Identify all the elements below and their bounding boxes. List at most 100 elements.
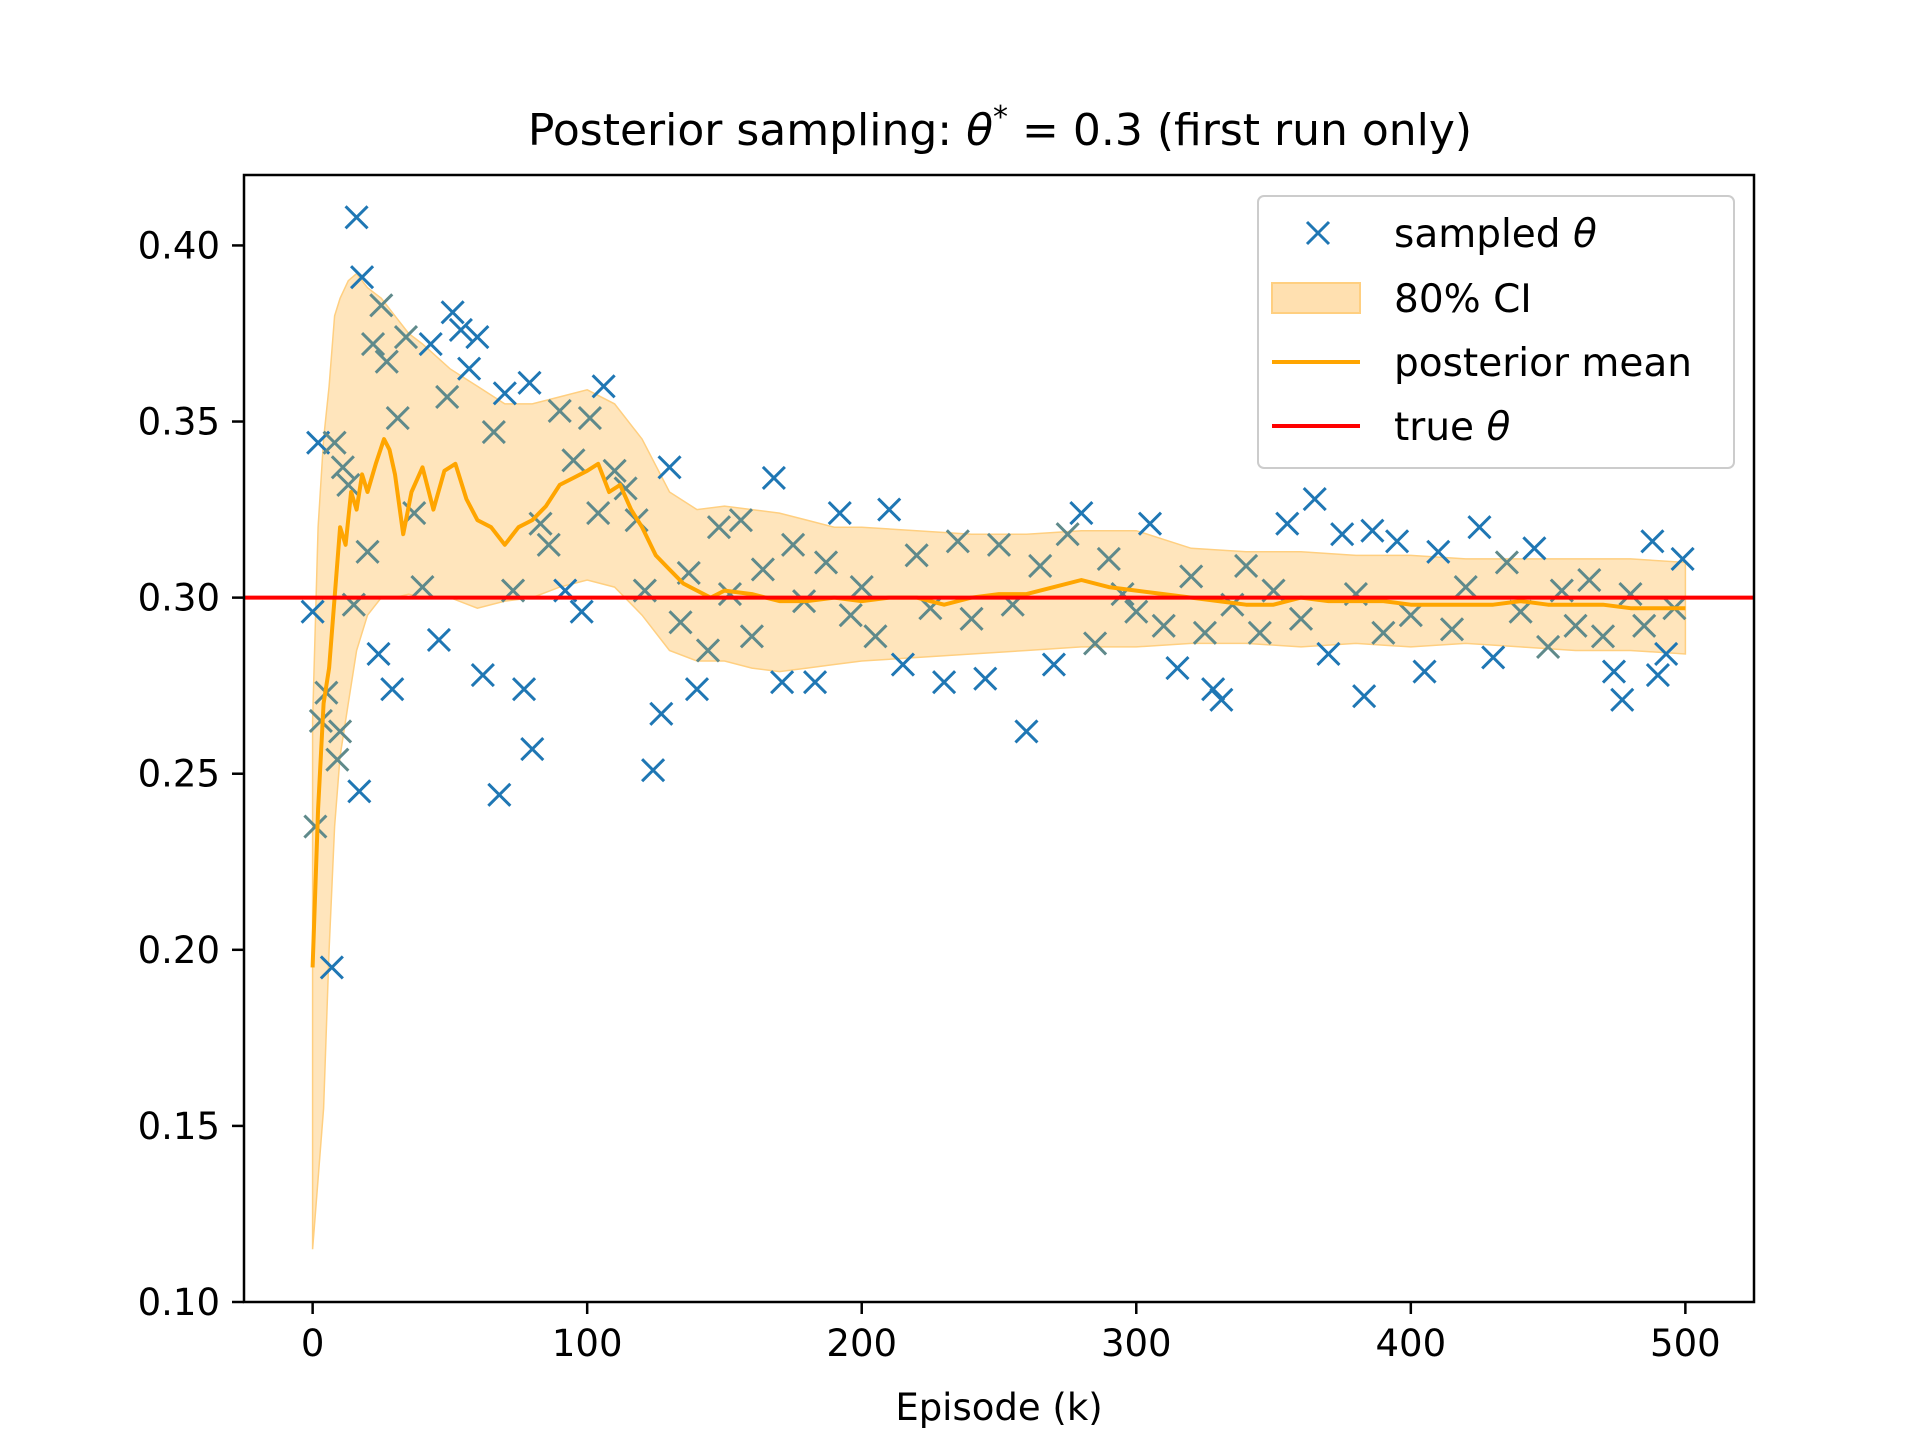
sampled-point — [613, 476, 638, 501]
sampled-point — [1577, 567, 1602, 593]
sampled-point — [1645, 663, 1670, 688]
sampled-point — [369, 293, 394, 318]
sampled-point — [300, 599, 325, 624]
sampled-point — [1453, 574, 1478, 600]
y-tick-label: 0.25 — [138, 753, 220, 796]
sampled-point — [366, 641, 391, 667]
sampled-point — [577, 405, 602, 431]
sampled-point — [1151, 613, 1176, 638]
sampled-point — [641, 758, 666, 783]
sampled-point — [877, 497, 902, 522]
y-tick-label: 0.30 — [138, 577, 220, 620]
sampled-point — [1481, 645, 1506, 670]
legend-label: 80% CI — [1394, 277, 1532, 322]
sampled-point — [973, 666, 998, 691]
sampled-point — [487, 782, 512, 807]
sampled-point — [932, 670, 957, 695]
sampled-point — [849, 574, 874, 600]
sampled-point — [1316, 641, 1341, 667]
sampled-point — [536, 532, 561, 557]
sampled-point — [1601, 659, 1627, 684]
sampled-point — [945, 529, 970, 554]
sampled-point — [728, 508, 753, 533]
sampled-point — [1670, 546, 1695, 571]
x-tick-label: 300 — [1101, 1322, 1172, 1365]
sampled-point — [695, 638, 721, 663]
x-tick-label: 400 — [1376, 1322, 1447, 1365]
x-tick-label: 100 — [552, 1322, 623, 1365]
legend: sampled θ 80% CI posterior mean true θ — [1257, 195, 1735, 469]
chart-title: Posterior sampling: θ* = 0.3 (first run … — [528, 100, 1472, 156]
sampled-point — [802, 670, 828, 695]
sampled-point — [649, 701, 674, 726]
sampled-point — [586, 501, 611, 526]
sampled-point — [1467, 515, 1492, 540]
sampled-point — [1371, 620, 1396, 645]
sampled-point — [959, 606, 984, 631]
y-tick-label: 0.20 — [138, 929, 220, 972]
sampled-point — [1412, 659, 1437, 684]
x-tick-label: 0 — [301, 1322, 325, 1365]
sampled-point — [1618, 582, 1643, 607]
sampled-point — [717, 582, 743, 607]
sampled-point — [322, 430, 347, 455]
sampled-point — [1041, 652, 1066, 677]
sampled-point — [838, 603, 863, 628]
sampled-point — [986, 532, 1012, 557]
sampled-point — [435, 384, 460, 409]
sampled-point — [440, 300, 465, 325]
sampled-point — [1192, 620, 1217, 645]
sampled-point — [349, 265, 375, 290]
sampled-point — [1179, 564, 1204, 589]
sampled-point — [325, 747, 350, 772]
legend-label: sampled θ — [1394, 212, 1597, 257]
x-tick-label: 200 — [826, 1322, 897, 1365]
sampled-point — [1247, 620, 1272, 645]
sampled-point — [1014, 719, 1039, 744]
sampled-point — [1522, 536, 1547, 561]
sampled-point — [410, 574, 435, 600]
sampled-point — [330, 455, 355, 480]
title-prefix: Posterior sampling: — [528, 105, 966, 156]
sampled-point — [1302, 486, 1327, 512]
sampled-point — [457, 356, 482, 381]
sampled-point — [1610, 687, 1635, 712]
sampled-point — [1288, 606, 1314, 631]
y-axis: 0.10 0.15 0.20 0.25 0.30 0.35 0.40 — [138, 224, 244, 1324]
sampled-point — [739, 624, 764, 649]
sampled-point — [374, 349, 399, 374]
sampled-point — [1398, 603, 1423, 628]
title-superscript: * — [993, 100, 1008, 135]
sampled-point — [1096, 546, 1121, 571]
sampled-point — [1508, 599, 1533, 624]
sampled-point — [426, 627, 451, 652]
sampled-point — [517, 370, 542, 395]
sampled-point — [511, 677, 537, 702]
axes-frame — [242, 173, 1756, 1304]
sampled-point — [355, 539, 380, 564]
sampled-point — [1201, 677, 1226, 702]
sampled-point — [319, 955, 344, 980]
sampled-point — [569, 599, 594, 624]
sampled-point — [1055, 522, 1080, 547]
sampled-point — [750, 557, 775, 582]
sampled-point — [863, 624, 888, 649]
sampled-point — [481, 420, 506, 445]
sampled-point — [657, 455, 682, 480]
sampled-point — [470, 663, 495, 688]
sampled-point — [1360, 518, 1385, 543]
legend-marker-sampled — [1305, 220, 1331, 246]
sampled-point — [827, 501, 852, 526]
title-symbol: θ — [966, 105, 993, 156]
sampled-point — [813, 550, 839, 575]
sampled-point — [1563, 613, 1588, 638]
sampled-point — [1137, 511, 1163, 536]
sampled-point — [1426, 539, 1451, 564]
sampled-point — [393, 324, 419, 350]
legend-label: posterior mean — [1394, 341, 1692, 386]
sampled-point — [528, 511, 553, 536]
sampled-point — [602, 458, 627, 483]
sampled-point — [1234, 553, 1259, 578]
legend-swatch-ci — [1271, 282, 1361, 314]
sampled-point — [328, 719, 353, 744]
